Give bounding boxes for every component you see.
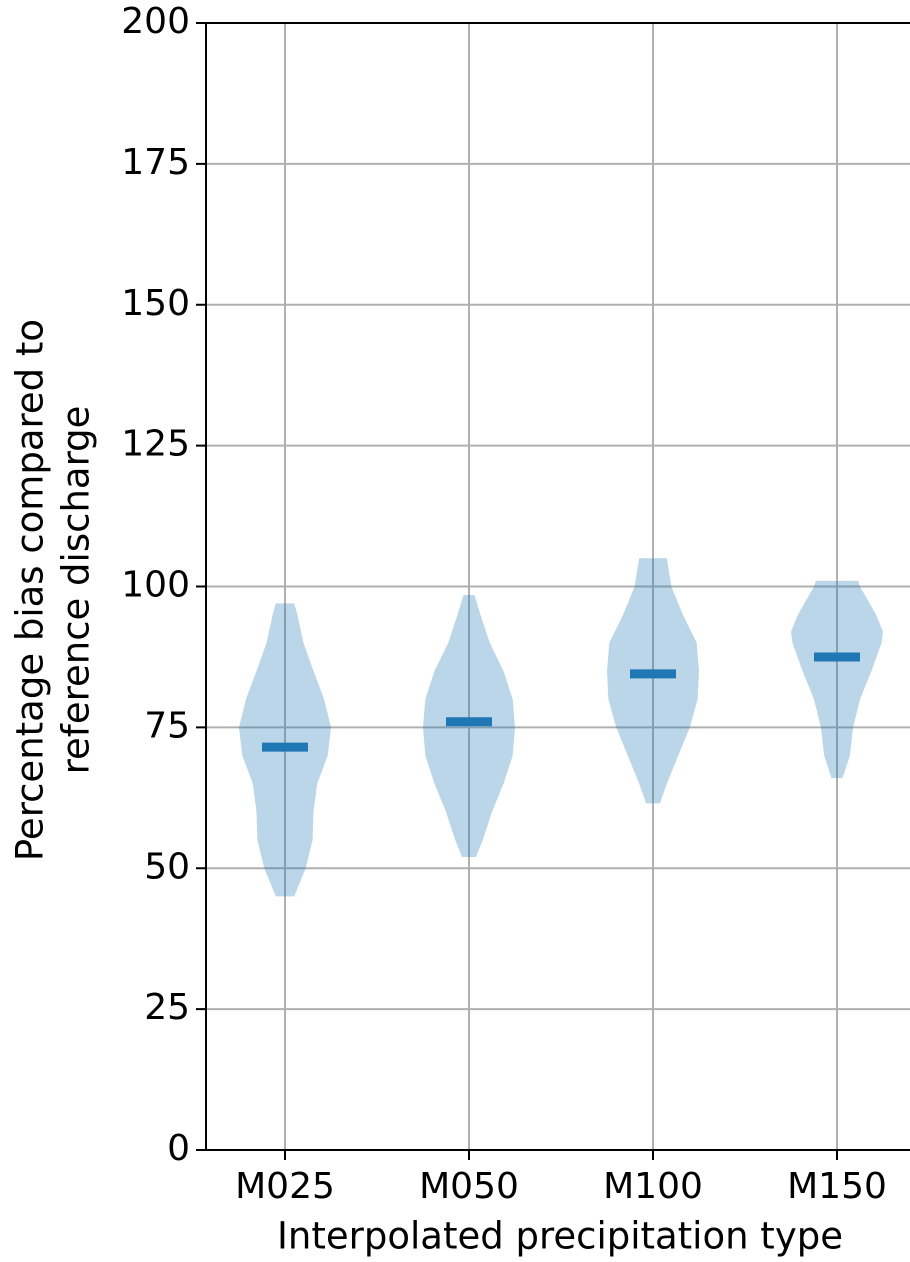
x-tick-label: M100 <box>603 1166 703 1207</box>
y-tick-label: 50 <box>144 846 190 887</box>
y-axis-label: Percentage bias compared to reference di… <box>9 319 98 861</box>
y-tick-label: 75 <box>144 705 190 746</box>
y-tick-label: 125 <box>121 424 190 465</box>
y-tick-label: 200 <box>121 1 190 42</box>
y-tick-label: 150 <box>121 283 190 324</box>
y-tick-label: 25 <box>144 987 190 1028</box>
x-axis-label: Interpolated precipitation type <box>277 1215 843 1258</box>
y-tick-label: 0 <box>167 1128 190 1169</box>
violin-body <box>607 558 699 804</box>
x-tick-label: M150 <box>787 1166 887 1207</box>
y-tick-label: 175 <box>121 142 190 183</box>
x-tick-label: M025 <box>235 1166 335 1207</box>
y-tick-label: 100 <box>121 565 190 606</box>
y-axis-label-line: Percentage bias compared to <box>9 319 52 861</box>
y-axis-label-line: reference discharge <box>55 406 98 775</box>
x-tick-label: M050 <box>419 1166 519 1207</box>
violin-body <box>791 580 883 779</box>
